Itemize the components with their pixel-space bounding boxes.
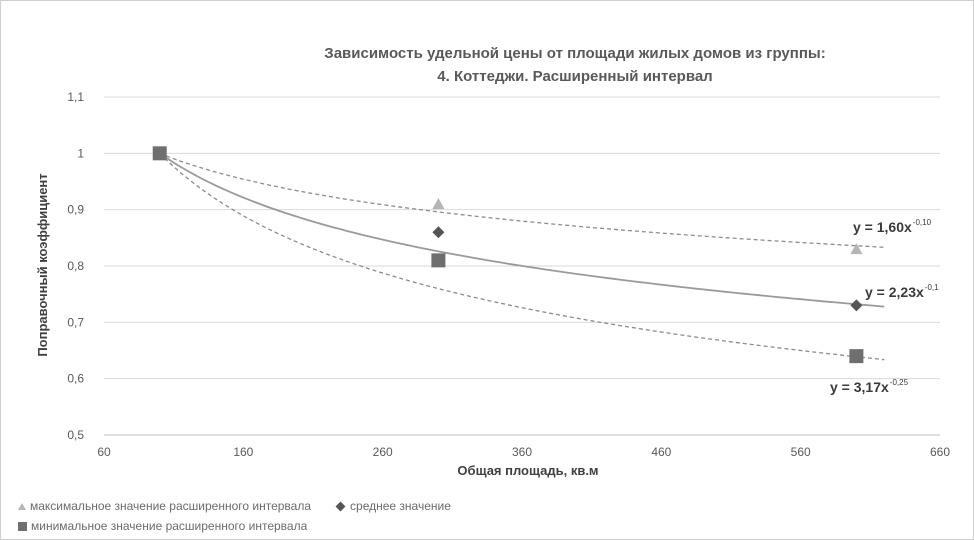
trend-equation-exponent: -0,10: [913, 218, 932, 227]
trend-equation: y = 3,17x: [830, 379, 889, 395]
triangle-marker-icon: [18, 502, 26, 510]
y-tick-label: 0,8: [67, 259, 84, 273]
trend-equation-exponent: -0,1: [925, 283, 939, 292]
trendline-triangle: [159, 152, 885, 248]
y-tick-label: 0,6: [67, 372, 84, 386]
point-mean: [850, 299, 863, 312]
y-axis-label: Поправочный коэффициент: [35, 173, 50, 356]
x-axis-label: Общая площадь, кв.м: [457, 463, 598, 478]
legend: максимальное значение расширенного интер…: [18, 496, 918, 536]
x-tick-label: 560: [791, 445, 811, 459]
legend-label-max: максимальное значение расширенного интер…: [30, 499, 312, 513]
x-tick-label: 660: [930, 445, 950, 459]
trend-equations: y = 1,60x -0,10 y = 2,23x -0,1 y = 3,17x -0,2…: [830, 218, 939, 395]
point-min: [431, 253, 446, 268]
legend-label-mean: среднее значение: [350, 499, 451, 513]
legend-item-max: максимальное значение расширенного интер…: [18, 499, 311, 513]
y-tick-label: 0,9: [67, 203, 84, 217]
grid-lines: [104, 96, 940, 436]
legend-item-min: минимальное значение расширенного интерв…: [18, 519, 307, 533]
trend-equation: y = 1,60x: [853, 219, 912, 235]
x-tick-label: 460: [651, 445, 671, 459]
trend-equation: y = 2,23x: [865, 284, 924, 300]
chart-title-line-2: 4. Коттеджи. Расширенный интервал: [437, 68, 712, 85]
x-tick-label: 160: [233, 445, 253, 459]
point-min: [152, 146, 167, 161]
y-tick-labels: 0,5 0,6 0,7 0,8 0,9 1 1,1: [67, 90, 84, 442]
y-tick-label: 0,5: [67, 428, 84, 442]
point-min: [849, 349, 864, 364]
chart-title-line-1: Зависимость удельной цены от площади жил…: [324, 45, 825, 62]
trend-equation-exponent: -0,25: [890, 378, 909, 387]
square-marker-icon: [18, 521, 27, 531]
y-tick-label: 0,7: [67, 315, 84, 329]
y-tick-label: 1,1: [67, 90, 84, 104]
y-tick-label: 1: [77, 146, 84, 160]
x-tick-labels: 60 160 260 360 460 560 660: [97, 445, 950, 459]
trendline-square: [159, 152, 885, 361]
point-max: [850, 243, 863, 255]
trendlines: [159, 152, 885, 361]
x-tick-label: 260: [373, 445, 393, 459]
data-points: [152, 146, 864, 364]
legend-item-mean: среднее значение: [335, 499, 451, 513]
trendline-diamond: [159, 152, 885, 308]
x-tick-label: 60: [97, 445, 111, 459]
point-max: [432, 198, 445, 210]
point-mean: [432, 226, 445, 239]
diamond-marker-icon: [335, 501, 346, 511]
x-tick-label: 360: [512, 445, 532, 459]
legend-label-min: минимальное значение расширенного интерв…: [31, 519, 308, 533]
